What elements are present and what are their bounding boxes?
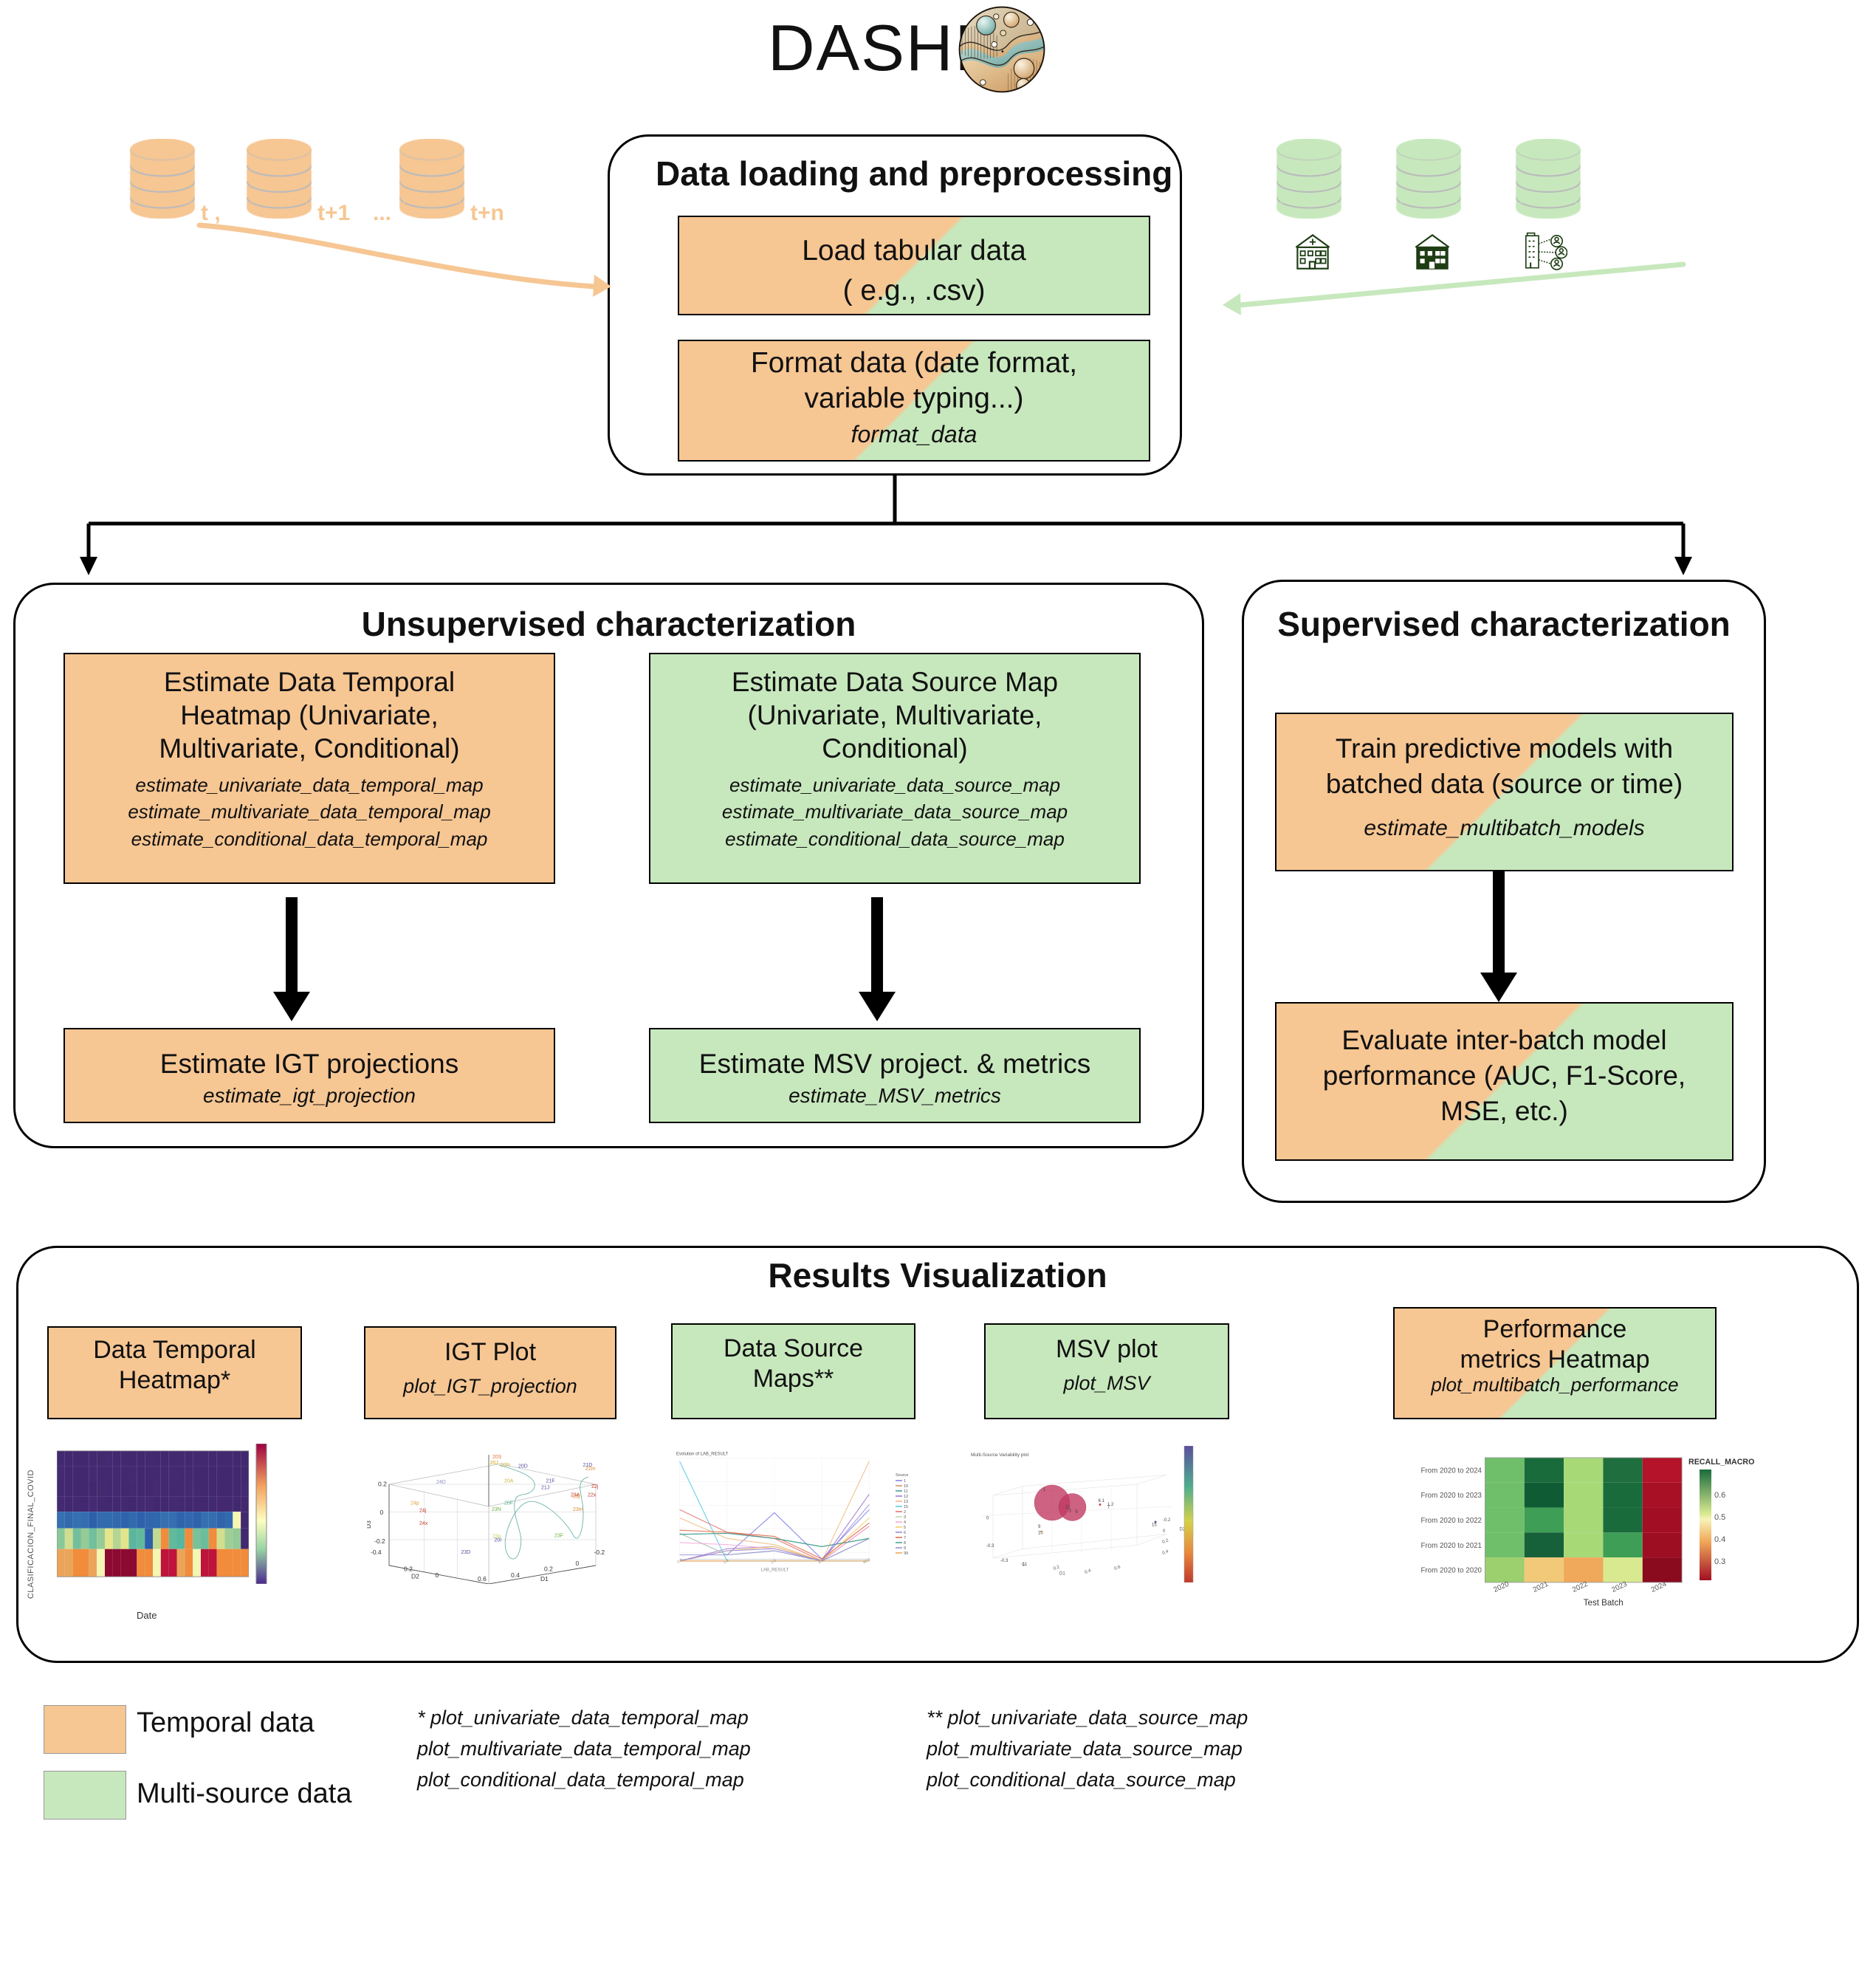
svg-text:22x: 22x [588,1493,597,1498]
svg-text:0: 0 [380,1509,384,1516]
svg-text:RECALL_MACRO: RECALL_MACRO [1688,1458,1754,1467]
svg-text:0.3: 0.3 [1714,1557,1725,1566]
svg-text:0: 0 [986,1517,989,1521]
svg-text:From 2020 to 2022: From 2020 to 2022 [1420,1517,1482,1525]
svg-text:10: 10 [1038,1532,1043,1536]
svg-text:0.2: 0.2 [1162,1538,1170,1545]
svg-text:0: 0 [1163,1529,1166,1534]
svg-text:20D: 20D [518,1464,528,1470]
svg-text:-0.3: -0.3 [1000,1559,1009,1563]
svg-text:0: 0 [436,1571,439,1579]
svg-text:21J: 21J [541,1486,549,1491]
svg-text:0.6: 0.6 [478,1575,487,1582]
svg-text:From 2020 to 2021: From 2020 to 2021 [1420,1542,1482,1550]
svg-text:-0.4: -0.4 [371,1549,382,1556]
svg-text:0.4: 0.4 [1085,1568,1093,1575]
svg-text:2: 2 [904,1510,906,1515]
svg-text:LAB_RESULT: LAB_RESULT [761,1568,789,1573]
svg-text:21F: 21F [546,1479,555,1484]
svg-text:D1: D1 [540,1575,549,1582]
svg-text:20J: 20J [490,1461,498,1466]
svg-text:20F: 20F [504,1501,513,1506]
svg-text:4: 4 [904,1520,906,1525]
svg-text:13: 13 [904,1500,908,1504]
svg-text:23m: 23m [573,1507,583,1512]
svg-text:20S: 20S [492,1455,502,1460]
svg-text:0: 0 [576,1560,580,1567]
svg-text:23D: 23D [461,1550,471,1555]
svg-text:D3: D3 [367,1520,372,1529]
svg-text:From 2020 to 2020: From 2020 to 2020 [1420,1567,1482,1575]
svg-text:D1: D1 [1059,1572,1065,1577]
svg-text:0.2: 0.2 [1053,1565,1061,1571]
svg-text:5: 5 [904,1526,906,1530]
svg-text:22m: 22m [585,1467,596,1472]
svg-text:Source: Source [896,1473,908,1478]
svg-text:3: 3 [904,1515,906,1520]
svg-text:10: 10 [904,1484,908,1489]
svg-text:From 2020 to 2023: From 2020 to 2023 [1420,1492,1482,1500]
svg-text:0.4: 0.4 [511,1571,520,1579]
svg-text:11: 11 [904,1489,908,1494]
svg-text:99: 99 [904,1551,908,1556]
svg-text:Test Batch: Test Batch [1584,1599,1624,1608]
svg-text:From 2020 to 2024: From 2020 to 2024 [1420,1467,1482,1475]
svg-text:-0.2: -0.2 [1163,1518,1171,1523]
svg-text:24D: 24D [436,1480,446,1485]
svg-text:0.5: 0.5 [1714,1513,1725,1522]
svg-text:Evolution of LAB_RESULT: Evolution of LAB_RESULT [676,1453,729,1457]
svg-text:6: 6 [904,1531,906,1535]
svg-text:0.6: 0.6 [1714,1491,1725,1500]
svg-text:9: 9 [904,1546,906,1551]
svg-text:-0.2: -0.2 [594,1549,605,1556]
svg-text:0.4: 0.4 [1714,1535,1725,1544]
svg-text:0.2: 0.2 [544,1566,553,1573]
svg-text:20A: 20A [504,1479,514,1484]
svg-text:97.0: 97.0 [862,1557,871,1565]
svg-text:20I: 20I [495,1538,502,1543]
svg-text:-0.2: -0.2 [374,1537,385,1545]
svg-text:6 1: 6 1 [1099,1499,1105,1503]
svg-text:24p: 24p [410,1501,419,1506]
svg-text:15: 15 [904,1505,908,1509]
svg-text:7: 7 [904,1536,906,1540]
svg-text:20N: 20N [501,1463,510,1468]
svg-text:8: 8 [904,1541,906,1546]
svg-text:-0.3: -0.3 [986,1544,994,1549]
svg-text:1: 1 [904,1479,906,1484]
svg-text:24j: 24j [419,1509,427,1514]
svg-text:0.2: 0.2 [378,1481,387,1488]
svg-text:23j: 23j [573,1495,580,1500]
svg-text:12: 12 [904,1495,908,1499]
svg-text:0.4: 0.4 [1162,1549,1170,1556]
svg-text:23N: 23N [492,1507,501,1512]
svg-text:24x: 24x [419,1521,428,1526]
svg-text:23F: 23F [554,1534,563,1539]
svg-text:Multi-Source Variability plot: Multi-Source Variability plot [971,1453,1028,1458]
svg-text:15: 15 [1152,1523,1157,1528]
svg-text:0.2: 0.2 [404,1566,413,1573]
svg-text:9: 9 [1038,1525,1041,1529]
svg-text:D2: D2 [411,1573,419,1580]
svg-text:22j: 22j [591,1484,599,1489]
svg-text:-1.0: -1.0 [676,1558,684,1566]
svg-text:0.6: 0.6 [1114,1565,1122,1571]
